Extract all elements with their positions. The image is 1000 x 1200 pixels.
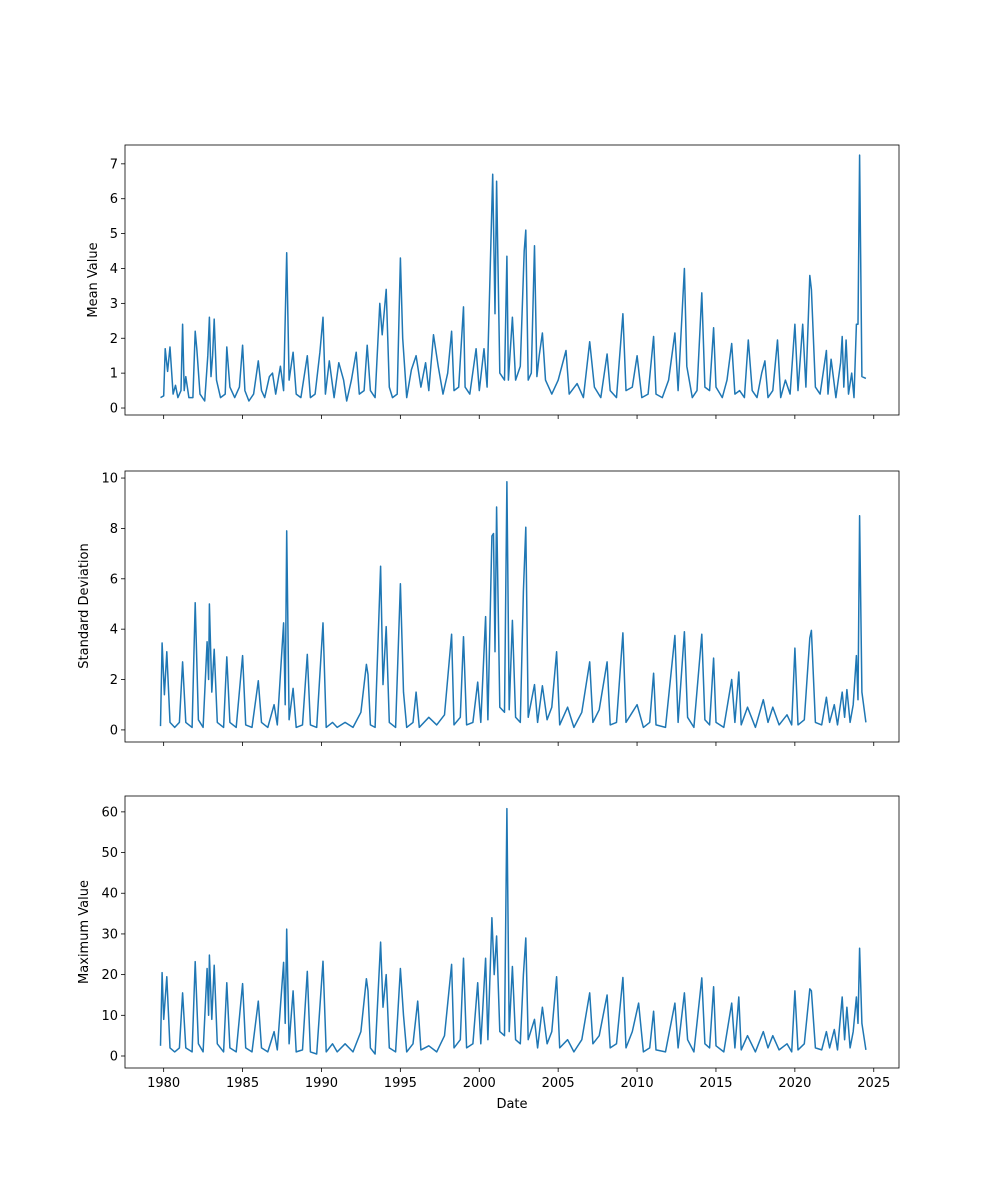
axes-frame [124,470,900,743]
x-axis-label: Date [496,1097,527,1112]
series-line [159,807,867,1055]
x-tick-label: 1995 [384,1076,417,1091]
y-tick-label: 60 [101,805,118,820]
y-axis-label: Standard Deviation [77,543,92,668]
y-tick-label: 4 [110,262,118,277]
x-tick-label: 1990 [305,1076,338,1091]
y-tick-label: 6 [110,192,118,207]
maximum-value-panel: Maximum Value Date 0 10 20 30 40 50 60 1980 1985… [77,795,900,1112]
y-tick-label: 10 [101,1009,118,1024]
y-tick-label: 50 [101,846,118,861]
standard-deviation-panel: Standard Deviation 0 2 4 6 8 10 [77,470,900,746]
y-tick-label: 0 [110,402,118,417]
x-tick-label: 1985 [226,1076,259,1091]
y-tick-label: 5 [110,227,118,242]
y-tick-label: 1 [110,367,118,382]
y-tick-label: 10 [101,472,118,487]
mean-value-panel: Mean Value 0 1 2 3 4 5 6 7 [86,144,900,419]
y-tick-label: 8 [110,522,118,537]
axes-frame [124,144,900,416]
x-tick-label: 1980 [147,1076,180,1091]
y-tick-label: 30 [101,927,118,942]
y-tick-label: 0 [110,723,118,738]
y-tick-label: 7 [110,157,118,172]
y-tick-label: 2 [110,673,118,688]
y-tick-label: 0 [110,1049,118,1064]
y-tick-label: 4 [110,623,118,638]
series-line [159,481,867,729]
y-tick-label: 20 [101,968,118,983]
series-line [160,154,867,402]
y-tick-label: 6 [110,572,118,587]
axes-frame [124,795,900,1069]
y-axis-label: Maximum Value [77,880,92,984]
x-tick-label: 2010 [621,1076,654,1091]
y-axis-label: Mean Value [86,242,101,317]
y-tick-label: 2 [110,332,118,347]
x-tick-label: 2025 [857,1076,890,1091]
x-tick-label: 2000 [463,1076,496,1091]
y-tick-label: 3 [110,297,118,312]
y-tick-label: 40 [101,887,118,902]
x-tick-label: 2015 [699,1076,732,1091]
x-tick-label: 2005 [542,1076,575,1091]
x-tick-label: 2020 [778,1076,811,1091]
